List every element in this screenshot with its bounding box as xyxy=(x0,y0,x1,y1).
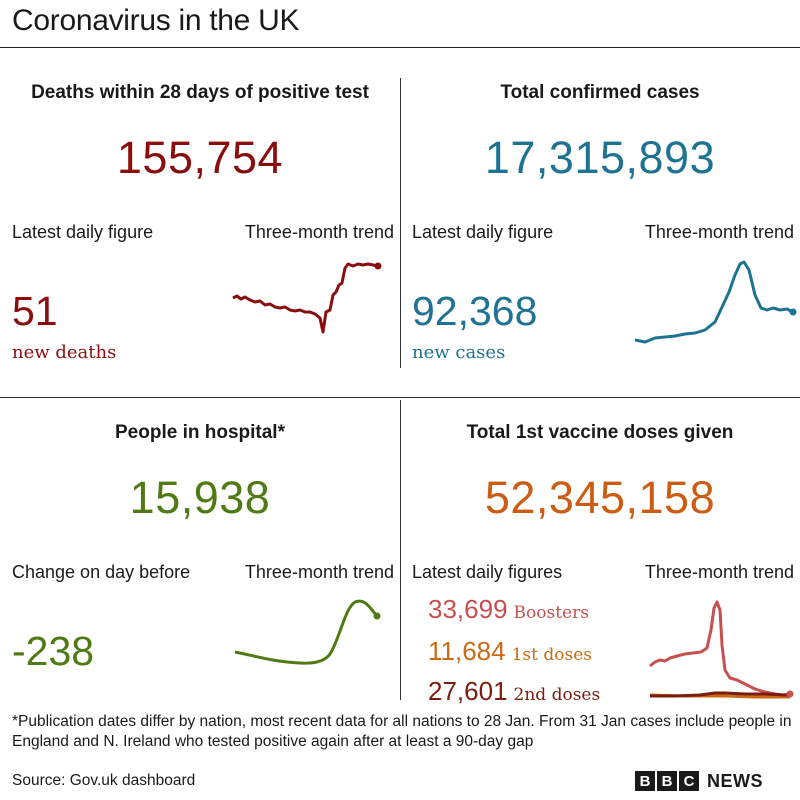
bbc-logo-letter-3: C xyxy=(679,771,699,791)
deaths-total: 155,754 xyxy=(116,132,284,183)
hospital-panel: People in hospital* 15,938 Change on day… xyxy=(0,390,400,730)
second-doses-row: 27,601 2nd doses xyxy=(428,676,600,707)
vaccine-trend-endpoint xyxy=(786,690,794,698)
vaccine-total: 52,345,158 xyxy=(484,472,716,523)
cases-trend-sparkline xyxy=(634,260,797,344)
deaths-trend-sparkline xyxy=(232,262,382,334)
hospital-trend-line xyxy=(234,599,379,665)
cases-daily: 92,368 xyxy=(412,288,538,334)
deaths-trend-label: Three-month trend xyxy=(244,222,394,242)
cases-heading: Total confirmed cases xyxy=(500,82,700,103)
boosters-value: 33,699 xyxy=(428,594,508,624)
vaccine-latest-label: Latest daily figures xyxy=(412,562,563,582)
cases-total: 17,315,893 xyxy=(484,132,716,183)
vaccine-trend-sparkline xyxy=(649,600,794,699)
vertical-divider-bottom xyxy=(400,400,401,700)
boosters-row: 33,699 Boosters xyxy=(428,594,589,625)
first-doses-value: 11,684 xyxy=(428,636,506,666)
hospital-total: 15,938 xyxy=(129,472,271,523)
vaccine-trend-label: Three-month trend xyxy=(644,562,794,582)
vertical-divider-top xyxy=(400,78,401,368)
deaths-heading: Deaths within 28 days of positive test xyxy=(31,82,369,103)
cases-latest-label: Latest daily figure xyxy=(412,222,554,242)
bbc-news-logo: B B C NEWS xyxy=(635,770,763,792)
cases-unit: new cases xyxy=(412,342,506,363)
bbc-logo-letter-1: B xyxy=(635,771,655,791)
hospital-trend-label: Three-month trend xyxy=(244,562,394,582)
cases-trend-endpoint xyxy=(789,308,797,316)
boosters-label: Boosters xyxy=(513,603,589,623)
second-doses-value: 27,601 xyxy=(428,676,508,706)
bbc-logo-news: NEWS xyxy=(707,770,763,791)
cases-trend-line xyxy=(634,260,794,344)
vaccine-heading: Total 1st vaccine doses given xyxy=(466,422,734,443)
cases-trend-label: Three-month trend xyxy=(644,222,794,242)
deaths-trend-line xyxy=(232,262,379,334)
hospital-trend-sparkline xyxy=(234,599,381,665)
horizontal-divider xyxy=(0,397,800,398)
hospital-trend-endpoint xyxy=(373,612,381,620)
deaths-latest-label: Latest daily figure xyxy=(12,222,154,242)
deaths-unit: new deaths xyxy=(12,342,117,363)
second-doses-label: 2nd doses xyxy=(513,685,601,705)
bbc-logo-letter-2: B xyxy=(657,771,677,791)
source-credit: Source: Gov.uk dashboard xyxy=(12,772,196,789)
deaths-daily: 51 xyxy=(12,288,58,334)
first-doses-label: 1st doses xyxy=(511,645,592,665)
page-title: Coronavirus in the UK xyxy=(12,4,300,37)
hospital-heading: People in hospital* xyxy=(115,422,285,443)
deaths-trend-endpoint xyxy=(374,262,382,270)
first-doses-row: 11,684 1st doses xyxy=(428,636,592,667)
second-doses-trend-line xyxy=(650,691,790,698)
cases-panel: Total confirmed cases 17,315,893 Latest … xyxy=(400,50,800,390)
deaths-panel: Deaths within 28 days of positive test 1… xyxy=(0,50,400,390)
vaccine-panel: Total 1st vaccine doses given 52,345,158… xyxy=(400,390,800,710)
boosters-trend-line xyxy=(649,600,791,697)
footnote: *Publication dates differ by nation, mos… xyxy=(12,713,792,750)
title-divider xyxy=(0,47,800,48)
hospital-change-label: Change on day before xyxy=(12,562,191,582)
hospital-change: -238 xyxy=(12,628,95,674)
